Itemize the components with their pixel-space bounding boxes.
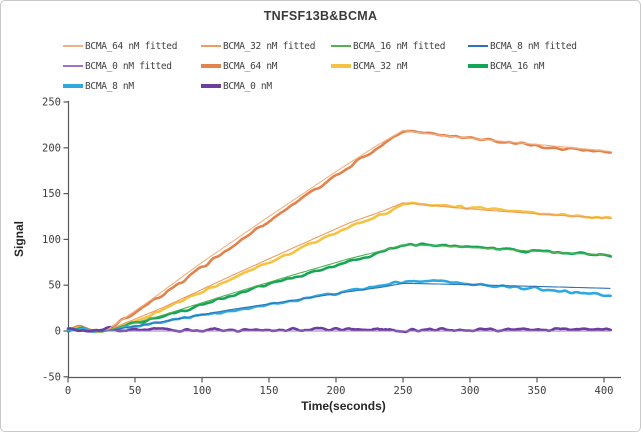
legend-label: BCMA_16 nM fitted [353, 40, 446, 52]
x-tick-label: 350 [528, 385, 547, 397]
legend-swatch-m0 [201, 84, 221, 88]
legend-label: BCMA_64 nM [223, 60, 278, 72]
y-tick-label: 150 [42, 188, 61, 200]
legend-item-fit64: BCMA_64 nM fitted [63, 36, 201, 56]
legend-label: BCMA_16 nM [490, 60, 545, 72]
legend-label: BCMA_32 nM [353, 60, 408, 72]
x-tick-label: 250 [394, 385, 413, 397]
x-axis-title: Time(seconds) [301, 399, 386, 413]
series-fit32 [104, 202, 611, 332]
legend-swatch-m64 [201, 64, 221, 68]
x-tick-label: 300 [461, 385, 480, 397]
x-tick-label: 50 [129, 385, 142, 397]
y-tick-label: 200 [42, 142, 61, 154]
y-tick-label: -50 [42, 371, 61, 383]
y-tick-label: 250 [42, 97, 61, 109]
legend-label: BCMA_0 nM fitted [85, 60, 172, 72]
series-m0 [66, 325, 612, 334]
legend-swatch-fit32 [201, 45, 221, 47]
x-tick-label: 100 [193, 385, 212, 397]
legend-swatch-fit8 [468, 45, 488, 47]
legend-item-m16: BCMA_16 nM [468, 56, 628, 76]
legend-swatch-fit16 [331, 45, 351, 47]
series-fit8 [104, 282, 611, 332]
series-fit64 [104, 129, 611, 332]
legend-item-fit8: BCMA_8 nM fitted [468, 36, 628, 56]
legend-item-m32: BCMA_32 nM [331, 56, 468, 76]
legend-swatch-m16 [468, 64, 488, 68]
y-tick-label: 0 [55, 326, 61, 338]
legend-item-m0: BCMA_0 nM [201, 76, 331, 96]
x-tick-label: 400 [595, 385, 614, 397]
y-tick-label: 100 [42, 234, 61, 246]
series-m32 [66, 201, 612, 334]
series-m16 [66, 242, 612, 333]
legend: BCMA_64 nM fitted BCMA_32 nM fitted BCMA_1… [63, 36, 628, 96]
chart-title: TNFSF13B&BCMA [263, 9, 378, 23]
legend-swatch-fit0 [63, 65, 83, 67]
legend-item-fit0: BCMA_0 nM fitted [63, 56, 201, 76]
legend-item-m64: BCMA_64 nM [201, 56, 331, 76]
x-tick-label: 150 [260, 385, 279, 397]
legend-label: BCMA_8 nM fitted [490, 40, 577, 52]
x-tick-label: 0 [65, 385, 71, 397]
legend-label: BCMA_0 nM [223, 80, 272, 92]
legend-swatch-fit64 [63, 45, 83, 47]
legend-item-m8: BCMA_8 nM [63, 76, 201, 96]
y-axis-title: Signal [12, 220, 26, 258]
y-tick-label: 50 [48, 280, 61, 292]
legend-label: BCMA_8 nM [85, 80, 134, 92]
legend-label: BCMA_64 nM fitted [85, 40, 178, 52]
legend-label: BCMA_32 nM fitted [223, 40, 316, 52]
legend-item-fit16: BCMA_16 nM fitted [331, 36, 468, 56]
legend-item-fit32: BCMA_32 nM fitted [201, 36, 331, 56]
legend-swatch-m8 [63, 84, 83, 88]
x-tick-label: 200 [327, 385, 346, 397]
legend-swatch-m32 [331, 64, 351, 68]
series-fit16 [104, 244, 611, 332]
